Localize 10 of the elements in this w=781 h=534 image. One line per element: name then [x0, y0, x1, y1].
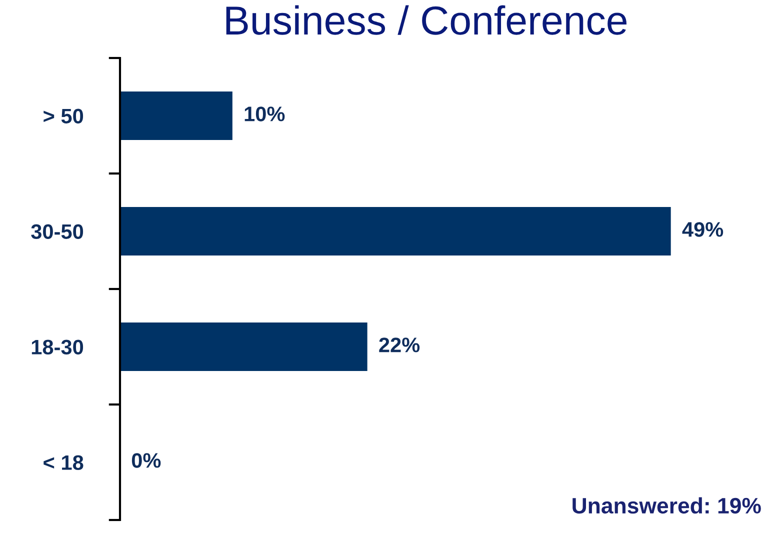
y-tick-label: > 50 — [44, 108, 84, 124]
y-tick-label: 30-50 — [31, 224, 84, 240]
data-label: 22% — [379, 338, 420, 352]
data-label: 10% — [244, 106, 285, 122]
y-tick-label: 18-30 — [32, 340, 84, 355]
data-label: 0% — [132, 453, 161, 468]
data-label: 49% — [682, 222, 724, 237]
y-tick-label: < 18 — [44, 455, 84, 470]
annotation: Unanswered: 19% — [572, 497, 761, 514]
chart-title: Business / Conference — [226, 5, 626, 35]
